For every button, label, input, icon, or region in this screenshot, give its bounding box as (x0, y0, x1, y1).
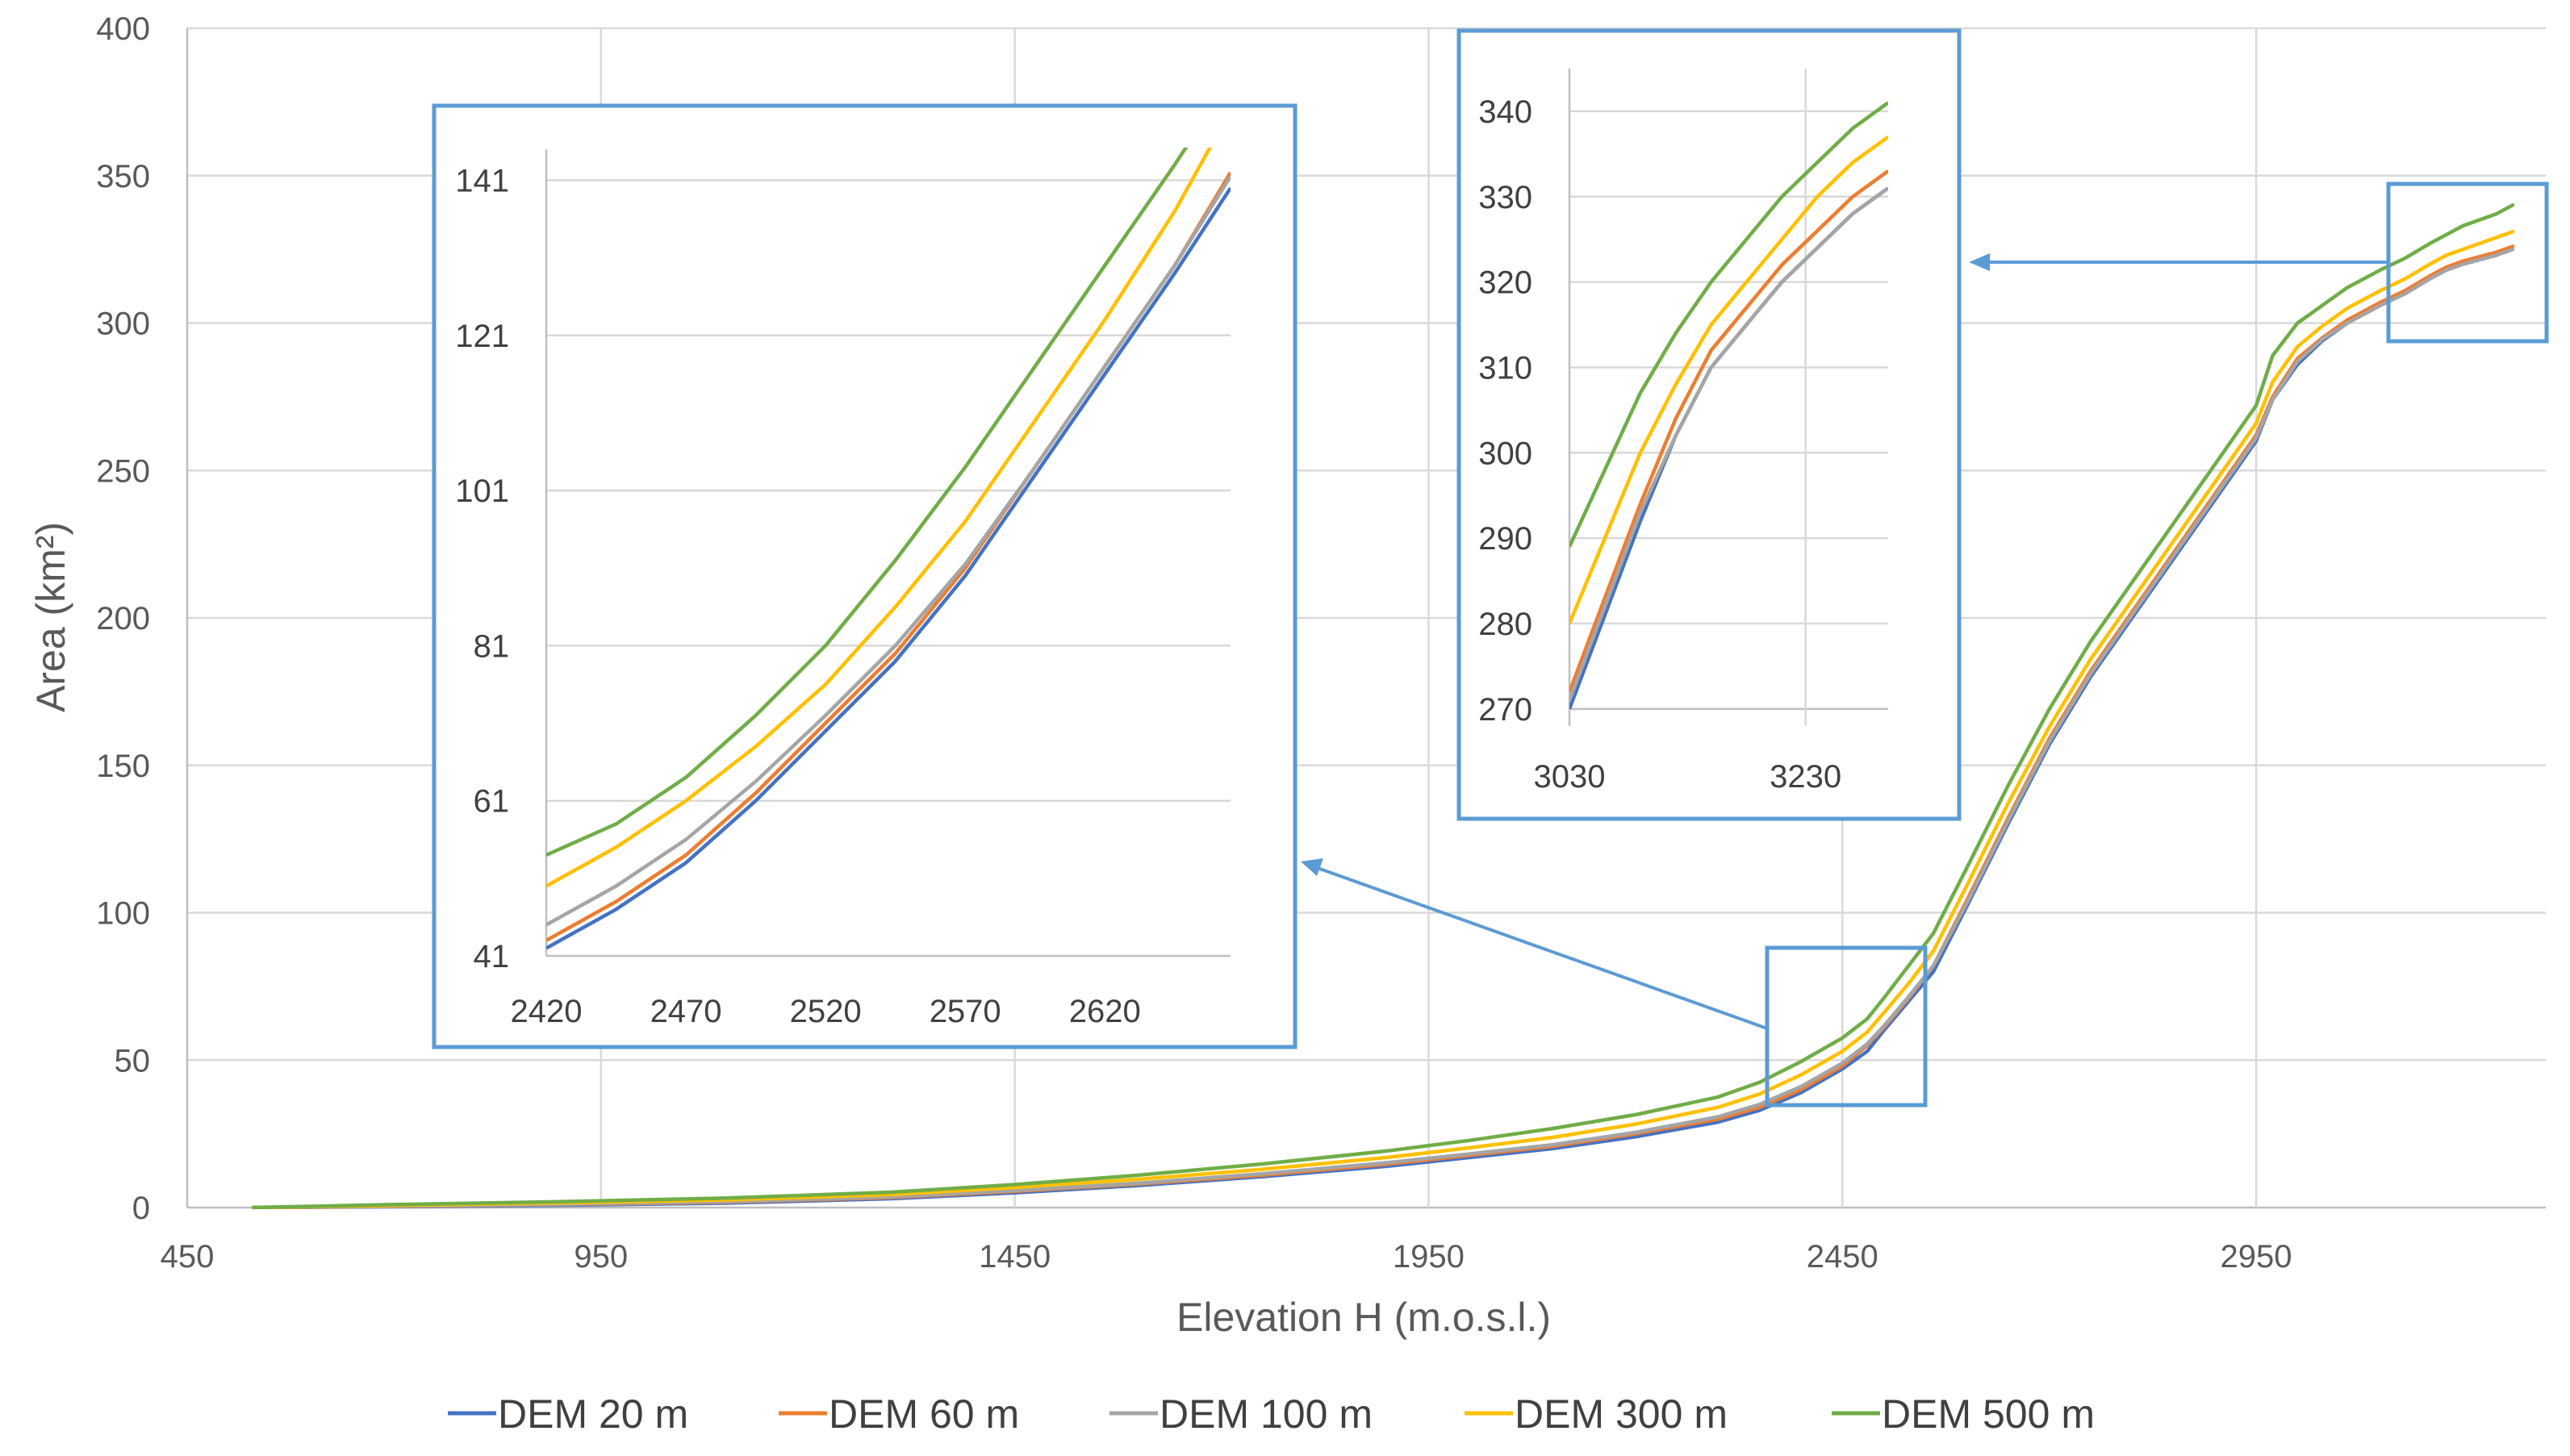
inset-low-line-dem-100-m (546, 175, 1231, 927)
main-y-tick-label: 350 (96, 159, 150, 194)
inset-high-line-dem-100-m (1569, 186, 1888, 701)
inset-high-line-dem-500-m (1569, 101, 1888, 548)
legend-label-dem-60-m: DEM 60 m (829, 1391, 1019, 1437)
inset-low-grid (545, 149, 1231, 957)
inset-low-x-tick-label: 2520 (790, 994, 862, 1029)
inset-low-y-tick-label: 41 (474, 939, 510, 974)
inset-high-y-tick-label: 300 (1478, 436, 1532, 471)
inset-high-y-tick-label: 340 (1478, 94, 1532, 130)
inset-high-y-tick-label: 270 (1478, 692, 1532, 728)
inset-low-y-tick-label: 121 (455, 319, 509, 354)
inset-low-x-tick-label: 2570 (930, 994, 1001, 1029)
main-x-tick-label: 2950 (2221, 1239, 2292, 1275)
main-line-dem-500-m (251, 203, 2515, 1209)
main-y-tick-label: 200 (96, 601, 150, 636)
main-y-tick-label: 400 (96, 11, 150, 47)
inset-chart-high: 270 280 290 300 310 320 330 340 3030 3230 (1456, 28, 1962, 821)
inset-low-line-dem-20-m (546, 186, 1231, 950)
x-axis-title: Elevation H (m.o.s.l.) (1176, 1295, 1551, 1340)
inset-high-y-tick-label: 290 (1478, 521, 1532, 557)
legend-label-dem-500-m: DEM 500 m (1882, 1391, 2095, 1437)
main-x-tick-label: 1450 (979, 1239, 1051, 1275)
inset-high-grid (1568, 69, 1888, 726)
inset-high-line-dem-60-m (1569, 169, 1888, 693)
legend-label-dem-300-m: DEM 300 m (1515, 1391, 1728, 1437)
inset-low-line-dem-300-m (546, 148, 1213, 888)
inset-frame-high (1456, 28, 1962, 821)
main-y-tick-label: 150 (96, 749, 150, 784)
main-x-tick-label: 950 (574, 1239, 628, 1275)
inset-low-y-tick-label: 101 (455, 474, 509, 509)
main-x-tick-label: 2450 (1807, 1239, 1878, 1275)
main-series (251, 203, 2515, 1209)
main-ticks: 0 50 100 150 200 250 300 350 400 450 950 1450 1950 24… (96, 11, 2292, 1275)
main-y-tick-label: 100 (96, 896, 150, 932)
inset-low-line-dem-500-m (546, 148, 1189, 857)
legend-label-dem-100-m: DEM 100 m (1160, 1391, 1373, 1437)
inset-low-x-tick-label: 2470 (650, 994, 722, 1029)
inset-low-y-tick-label: 81 (474, 628, 510, 664)
inset-low-y-tick-label: 141 (455, 163, 509, 198)
inset-low-x-tick-label: 2620 (1069, 994, 1141, 1029)
inset-high-x-tick-label: 3230 (1770, 759, 1841, 795)
legend: DEM 20 m DEM 60 m DEM 100 m DEM 300 m DEM 50… (448, 1391, 2095, 1437)
inset-high-y-tick-label: 330 (1478, 180, 1532, 215)
zoom-boxes (1301, 181, 2549, 1108)
inset-high-ticks: 270 280 290 300 310 320 330 340 3030 3230 (1478, 94, 1841, 795)
y-axis-title: Area (km²) (28, 522, 73, 712)
inset-frame-low (432, 103, 1298, 1049)
inset-high-line-dem-300-m (1569, 135, 1888, 624)
inset-high-series (1569, 101, 1888, 710)
main-x-tick-label: 1950 (1393, 1239, 1465, 1275)
inset-chart-low: 41 61 81 101 121 141 2420 2470 2520 2570 2620 (432, 103, 1298, 1049)
inset-low-x-tick-label: 2420 (511, 994, 583, 1029)
inset-low-ticks: 41 61 81 101 121 141 2420 2470 2520 2570 2620 (455, 163, 1140, 1029)
main-y-tick-label: 50 (115, 1043, 151, 1078)
main-line-dem-300-m (251, 229, 2515, 1209)
main-y-tick-label: 0 (132, 1191, 150, 1226)
arrow-head-inset-2 (1969, 253, 1990, 271)
main-x-tick-label: 450 (161, 1239, 215, 1275)
arrow-head-inset-1 (1301, 858, 1323, 876)
zoom-box-low (1765, 945, 1928, 1108)
legend-label-dem-20-m: DEM 20 m (498, 1391, 688, 1437)
inset-high-y-tick-label: 320 (1478, 265, 1532, 301)
inset-high-y-tick-label: 310 (1478, 350, 1532, 386)
inset-low-y-tick-label: 61 (474, 784, 510, 820)
main-y-tick-label: 300 (96, 307, 150, 342)
main-line-dem-100-m (251, 247, 2515, 1209)
inset-high-y-tick-label: 280 (1478, 607, 1532, 642)
main-y-tick-label: 250 (96, 453, 150, 489)
inset-low-series (546, 148, 1231, 950)
inset-high-x-tick-label: 3030 (1534, 759, 1606, 795)
arrow-to-inset-1 (1314, 866, 1768, 1030)
